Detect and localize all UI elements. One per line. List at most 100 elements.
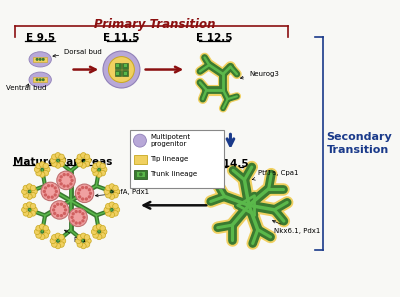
Circle shape: [106, 211, 111, 216]
Circle shape: [81, 233, 86, 238]
Circle shape: [60, 175, 63, 178]
Circle shape: [41, 182, 60, 201]
Circle shape: [55, 233, 61, 238]
Circle shape: [36, 225, 41, 231]
Circle shape: [39, 78, 42, 81]
Circle shape: [50, 158, 56, 163]
Circle shape: [69, 175, 72, 178]
Circle shape: [59, 235, 64, 240]
Bar: [116, 64, 119, 67]
Bar: [122, 63, 128, 69]
Circle shape: [102, 229, 107, 235]
Circle shape: [34, 229, 40, 235]
Circle shape: [100, 225, 106, 231]
Circle shape: [23, 185, 29, 191]
Circle shape: [52, 154, 57, 159]
Circle shape: [81, 243, 86, 249]
Circle shape: [39, 58, 42, 61]
Circle shape: [47, 184, 50, 187]
Circle shape: [93, 170, 98, 176]
Circle shape: [81, 197, 84, 201]
Circle shape: [57, 171, 75, 189]
Circle shape: [62, 173, 66, 176]
Circle shape: [36, 170, 41, 176]
Circle shape: [36, 58, 39, 61]
Circle shape: [139, 173, 143, 176]
Circle shape: [78, 210, 82, 213]
Bar: [134, 170, 147, 178]
Circle shape: [54, 193, 57, 197]
Circle shape: [74, 221, 78, 225]
Circle shape: [32, 189, 37, 194]
Circle shape: [59, 242, 64, 247]
Circle shape: [56, 203, 59, 206]
Circle shape: [88, 188, 91, 192]
Text: E 12.5: E 12.5: [196, 33, 232, 42]
Text: E 11.5: E 11.5: [103, 33, 140, 42]
Circle shape: [43, 170, 48, 176]
Text: Ptf1a, Cpa1: Ptf1a, Cpa1: [252, 170, 299, 180]
Circle shape: [100, 163, 106, 169]
Circle shape: [70, 179, 74, 182]
Circle shape: [52, 161, 57, 167]
Circle shape: [53, 205, 56, 208]
Circle shape: [44, 193, 47, 197]
Circle shape: [55, 243, 61, 249]
Circle shape: [77, 154, 82, 159]
Circle shape: [52, 208, 55, 211]
Circle shape: [64, 208, 67, 211]
FancyBboxPatch shape: [130, 130, 224, 188]
Circle shape: [134, 134, 146, 147]
Text: Ptf1a: Ptf1a: [64, 230, 92, 244]
Circle shape: [78, 188, 81, 192]
Circle shape: [60, 214, 63, 217]
Text: Nkx6.1, Pdx1: Nkx6.1, Pdx1: [272, 220, 320, 234]
Circle shape: [27, 212, 32, 218]
Circle shape: [77, 192, 80, 195]
Circle shape: [81, 212, 84, 215]
Circle shape: [93, 163, 98, 169]
Circle shape: [106, 192, 111, 198]
Circle shape: [30, 211, 36, 216]
Circle shape: [36, 78, 39, 81]
Circle shape: [100, 233, 106, 238]
Circle shape: [89, 192, 92, 195]
Circle shape: [30, 203, 36, 209]
Circle shape: [69, 182, 72, 186]
Circle shape: [50, 201, 69, 219]
Circle shape: [96, 234, 102, 240]
Circle shape: [113, 203, 118, 209]
Circle shape: [30, 185, 36, 191]
Circle shape: [63, 205, 66, 208]
Circle shape: [60, 182, 63, 186]
Circle shape: [30, 192, 36, 198]
Circle shape: [56, 214, 59, 217]
Circle shape: [113, 211, 118, 216]
Circle shape: [42, 58, 45, 61]
Circle shape: [102, 167, 107, 172]
Circle shape: [32, 207, 37, 213]
Bar: [114, 70, 121, 76]
Circle shape: [81, 163, 86, 168]
Circle shape: [76, 158, 81, 163]
Circle shape: [43, 225, 48, 231]
Circle shape: [59, 161, 64, 167]
Circle shape: [44, 167, 50, 172]
Circle shape: [52, 235, 57, 240]
Text: Trunk lineage: Trunk lineage: [150, 171, 197, 177]
Circle shape: [96, 224, 102, 230]
Circle shape: [78, 221, 82, 225]
Circle shape: [109, 194, 115, 200]
Circle shape: [59, 154, 64, 159]
Circle shape: [23, 203, 29, 209]
Circle shape: [109, 212, 115, 218]
Bar: [137, 172, 144, 177]
Circle shape: [40, 162, 45, 167]
Text: Mature Pancreas: Mature Pancreas: [13, 157, 113, 167]
Circle shape: [43, 163, 48, 169]
Circle shape: [84, 161, 90, 167]
Circle shape: [74, 210, 78, 213]
Ellipse shape: [29, 52, 51, 67]
Circle shape: [62, 184, 66, 188]
Circle shape: [75, 184, 94, 203]
